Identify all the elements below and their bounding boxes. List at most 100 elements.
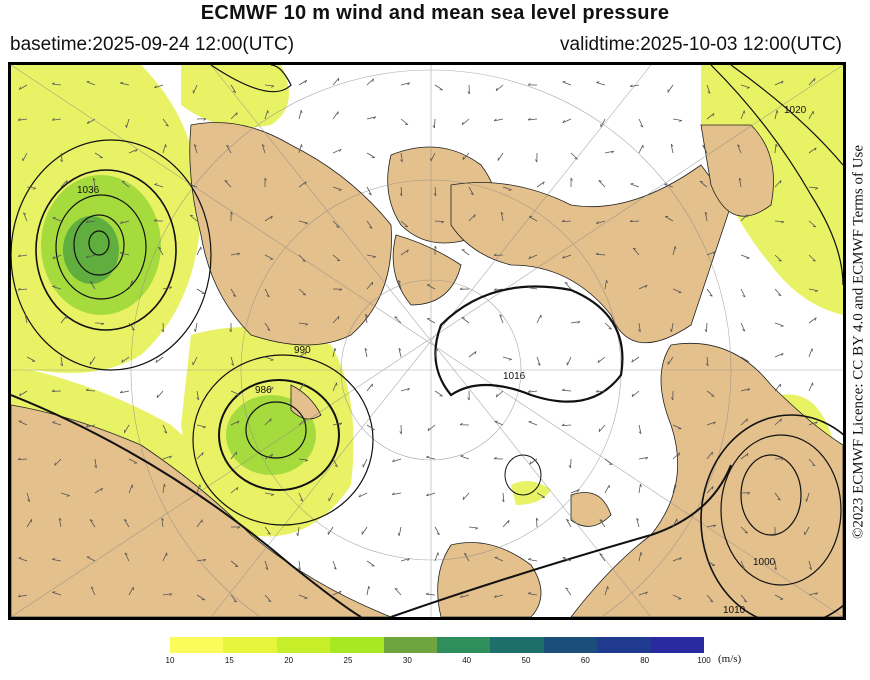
wind-arrow-head bbox=[51, 389, 55, 392]
wind-arrow-head bbox=[814, 317, 817, 321]
wind-arrow-head bbox=[777, 498, 781, 501]
wind-arrow-head bbox=[124, 552, 128, 555]
wind-arrow bbox=[468, 214, 476, 222]
wind-arrow bbox=[18, 288, 28, 291]
wind-arrow-head bbox=[678, 452, 680, 456]
wind-arrow bbox=[536, 492, 546, 498]
wind-arrow-head bbox=[101, 323, 105, 326]
wind-arrow-head bbox=[805, 498, 807, 502]
colorbar-ticks: 10 15 20 25 30 40 50 60 80 100 bbox=[166, 656, 711, 668]
wind-arrow bbox=[740, 214, 748, 222]
colorbar-tick-label: 40 bbox=[462, 656, 472, 665]
wind-arrow bbox=[398, 348, 402, 358]
wind-arrow bbox=[193, 144, 198, 154]
wind-arrow bbox=[740, 110, 745, 120]
wind-arrow bbox=[327, 526, 334, 535]
wind-arrow-head bbox=[90, 281, 94, 284]
wind-arrow-head bbox=[304, 351, 307, 355]
wind-arrow-head bbox=[815, 187, 819, 190]
wind-arrow-head bbox=[202, 452, 204, 456]
wind-arrow-head bbox=[702, 144, 706, 147]
wind-arrow-head bbox=[704, 329, 707, 333]
wind-arrow bbox=[604, 150, 614, 154]
wind-arrow-head bbox=[574, 158, 578, 160]
wind-arrow bbox=[461, 118, 470, 126]
map-panel[interactable]: 1036 990 986 1016 1020 1000 1010 bbox=[8, 62, 846, 620]
wind-arrow bbox=[494, 594, 504, 598]
wind-arrow bbox=[672, 424, 682, 429]
wind-arrow-head bbox=[712, 113, 715, 117]
wind-arrow bbox=[672, 557, 682, 562]
wind-arrow bbox=[230, 451, 237, 460]
wind-arrow bbox=[629, 220, 640, 223]
wind-arrow-head bbox=[338, 316, 340, 320]
wind-arrow bbox=[808, 288, 818, 292]
wind-arrow-head bbox=[529, 461, 532, 465]
wind-arrow bbox=[468, 351, 477, 358]
wind-arrow-head bbox=[638, 431, 642, 435]
wind-arrow-head bbox=[17, 457, 21, 461]
wind-arrow-head bbox=[441, 221, 445, 224]
wind-arrow bbox=[394, 588, 402, 596]
wind-arrow bbox=[494, 118, 504, 122]
wind-arrow bbox=[298, 594, 308, 599]
wind-arrow-head bbox=[746, 257, 750, 260]
wind-arrow bbox=[632, 247, 640, 256]
wind-arrow-head bbox=[742, 295, 746, 298]
wind-arrow-head bbox=[305, 459, 309, 462]
wind-arrow-head bbox=[398, 280, 401, 283]
wind-arrow-head bbox=[17, 287, 21, 291]
wind-arrow bbox=[162, 455, 172, 460]
wind-arrow bbox=[774, 80, 784, 86]
wind-arrow-head bbox=[17, 118, 21, 121]
wind-arrow bbox=[671, 322, 674, 332]
wind-arrow bbox=[264, 526, 271, 535]
wind-arrow-head bbox=[261, 144, 265, 147]
wind-arrow bbox=[121, 356, 130, 363]
wind-arrow bbox=[664, 216, 674, 222]
wind-arrow-head bbox=[236, 487, 239, 491]
wind-arrow-head bbox=[94, 465, 97, 469]
wind-arrow-head bbox=[636, 518, 640, 521]
wind-arrow bbox=[18, 118, 28, 121]
wind-arrow-head bbox=[739, 177, 742, 181]
wind-arrow bbox=[332, 316, 340, 324]
wind-arrow bbox=[740, 418, 748, 426]
wind-arrow bbox=[226, 145, 232, 154]
wind-arrow bbox=[536, 517, 538, 528]
wind-arrow bbox=[128, 586, 134, 596]
wind-arrow-head bbox=[19, 393, 22, 397]
wind-arrow-head bbox=[462, 496, 464, 500]
wind-arrow bbox=[264, 288, 270, 298]
wind-arrow bbox=[196, 390, 200, 400]
wind-arrow-head bbox=[338, 189, 342, 191]
wind-arrow-head bbox=[664, 183, 668, 185]
colorbar-tick-label: 10 bbox=[165, 656, 175, 665]
colorbar-tick-label: 50 bbox=[521, 656, 531, 665]
wind-arrow-head bbox=[59, 517, 62, 521]
wind-arrow bbox=[400, 220, 409, 228]
wind-arrow bbox=[536, 314, 542, 324]
isobar-labels: 1036 990 986 1016 1020 1000 1010 bbox=[77, 105, 807, 616]
colorbar-tick-label: 30 bbox=[402, 656, 412, 665]
wind-arrow-head bbox=[568, 465, 571, 469]
wind-arrow bbox=[740, 322, 746, 332]
wind-arrow bbox=[562, 389, 572, 392]
wind-arrow-head bbox=[645, 591, 648, 595]
wind-arrow-head bbox=[372, 78, 374, 82]
wind-arrow bbox=[774, 352, 784, 358]
wind-arrow-head bbox=[426, 455, 430, 458]
wind-arrow-head bbox=[508, 189, 512, 191]
wind-arrow-head bbox=[776, 110, 779, 114]
wind-arrow bbox=[298, 458, 308, 461]
wind-arrow-head bbox=[369, 226, 373, 229]
wind-arrow bbox=[502, 492, 505, 502]
wind-arrow bbox=[298, 492, 304, 502]
wind-arrow bbox=[298, 418, 307, 426]
wind-arrow-head bbox=[86, 120, 90, 124]
wind-arrow bbox=[224, 180, 232, 188]
wind-arrow bbox=[230, 594, 237, 603]
wind-arrow bbox=[52, 217, 62, 222]
wind-arrow-head bbox=[89, 519, 93, 522]
wind-arrow-head bbox=[304, 80, 307, 84]
